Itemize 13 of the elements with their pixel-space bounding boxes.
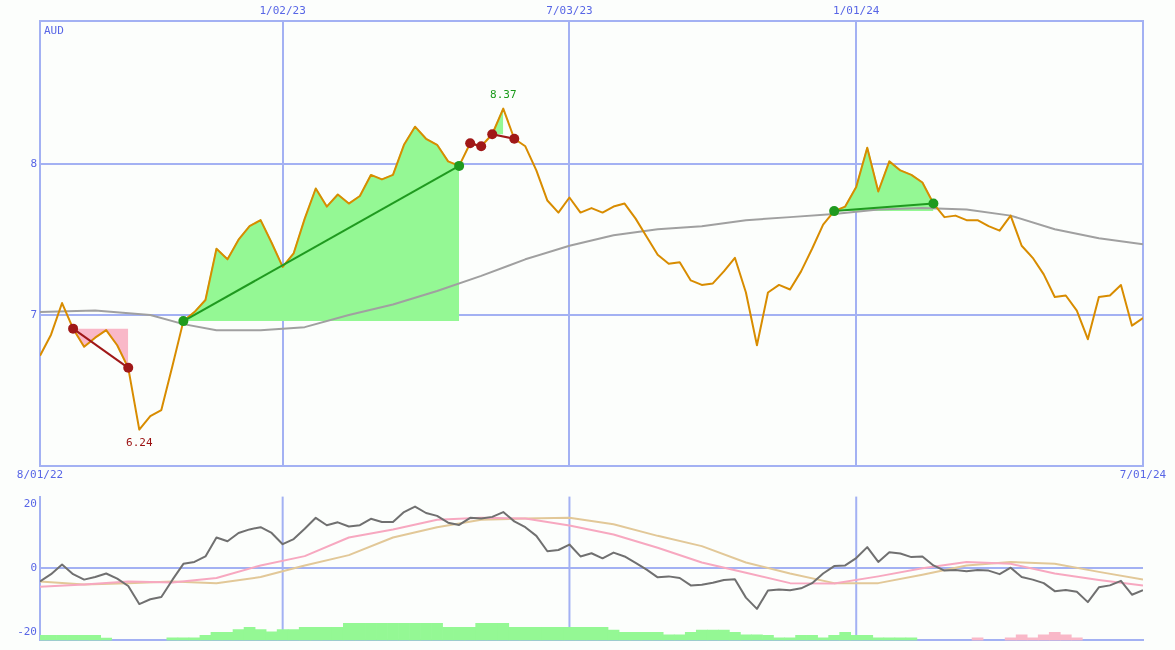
x2-tick-label: 1/02/23: [259, 4, 306, 18]
annotation: 8.37: [490, 87, 517, 101]
x2-tick-label: 7/03/23: [546, 4, 593, 18]
y-tick-label: 20: [23, 496, 37, 510]
annotation: 6.24: [126, 435, 153, 449]
y-tick-label: -20: [17, 625, 37, 639]
y-tick-label: 7: [30, 307, 37, 321]
x-tick-label: 8/01/22: [16, 468, 64, 482]
x2-tick-label: 1/01/24: [833, 4, 880, 18]
y-tick-label: 8: [30, 157, 37, 171]
y-axis-title: AUD: [44, 23, 64, 37]
y-tick-label: 0: [30, 560, 37, 574]
x-tick-label: 7/01/24: [1119, 468, 1167, 482]
